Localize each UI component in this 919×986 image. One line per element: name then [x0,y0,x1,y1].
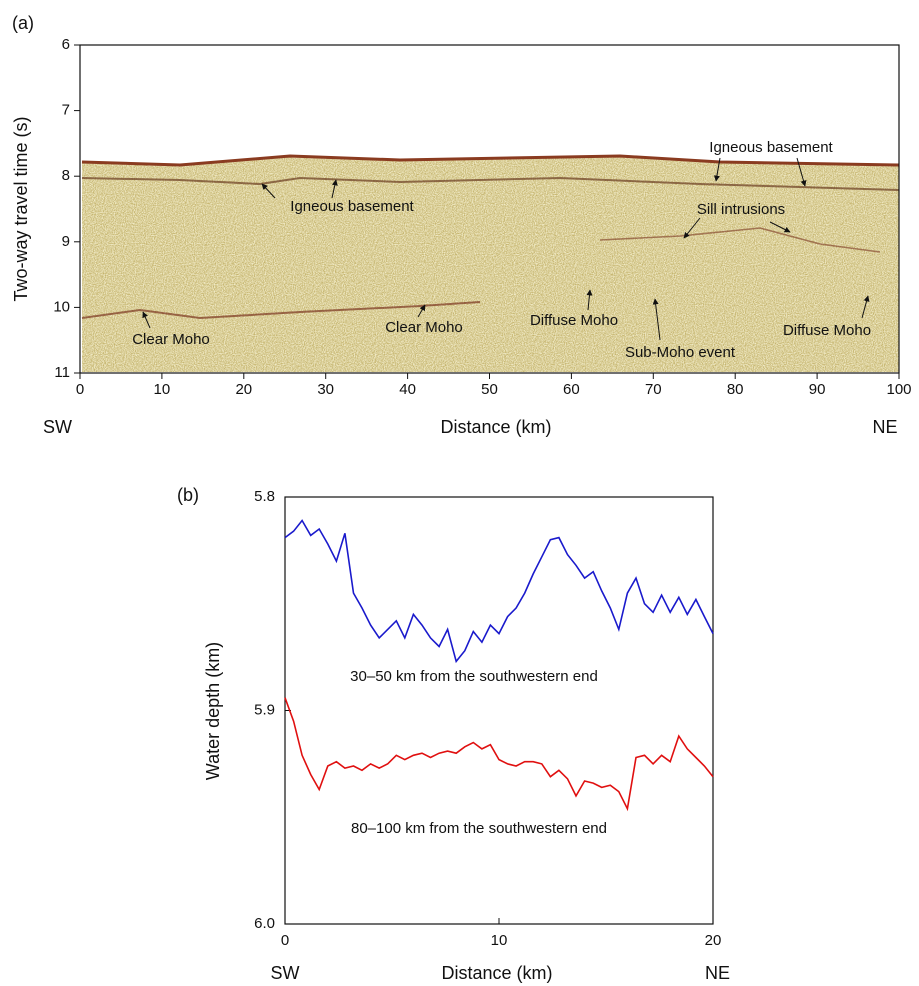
x-tick-label: 20 [705,932,722,949]
x-axis-label: Distance (km) [441,963,552,983]
annotation: Igneous basement [709,139,833,156]
seismic-image [81,154,900,372]
x-right-label: NE [705,963,730,983]
x-tick-label: 10 [154,381,171,398]
y-tick-label: 8 [62,167,70,184]
panel-label: (b) [177,485,199,505]
series-label: 30–50 km from the southwestern end [350,668,598,685]
x-tick-label: 40 [399,381,416,398]
y-tick-label: 9 [62,233,70,250]
x-tick-label: 70 [645,381,662,398]
y-tick-label: 7 [62,102,70,119]
y-axis-label: Water depth (km) [203,642,223,780]
x-right-label: NE [872,417,897,437]
x-tick-label: 30 [317,381,334,398]
y-tick-label: 6 [62,36,70,53]
y-tick-label: 11 [54,364,70,381]
x-tick-label: 90 [809,381,826,398]
x-tick-label: 60 [563,381,580,398]
x-left-label: SW [43,417,72,437]
annotation: Diffuse Moho [530,312,618,329]
series-label: 80–100 km from the southwestern end [351,820,607,837]
annotation: Diffuse Moho [783,322,871,339]
y-tick-label: 10 [53,298,70,315]
panel-label: (a) [12,13,34,33]
y-tick-label: 5.8 [254,488,275,505]
x-tick-label: 50 [481,381,498,398]
x-axis-label: Distance (km) [440,417,551,437]
x-tick-label: 80 [727,381,744,398]
annotation: Igneous basement [290,198,414,215]
data-line [284,519,714,664]
x-tick-label: 0 [281,932,289,949]
annotation: Clear Moho [132,331,210,348]
x-tick-label: 100 [886,381,911,398]
annotation: Sill intrusions [697,201,785,218]
x-tick-label: 0 [76,381,84,398]
annotation-arrows [142,157,870,341]
y-tick-label: 5.9 [254,701,275,718]
x-tick-label: 10 [491,932,508,949]
annotation: Sub-Moho event [625,344,736,361]
y-tick-label: 6.0 [254,915,275,932]
y-axis-label: Two-way travel time (s) [11,116,31,301]
annotation: Clear Moho [385,319,463,336]
x-tick-label: 20 [235,381,252,398]
x-left-label: SW [271,963,300,983]
data-line [284,697,714,812]
